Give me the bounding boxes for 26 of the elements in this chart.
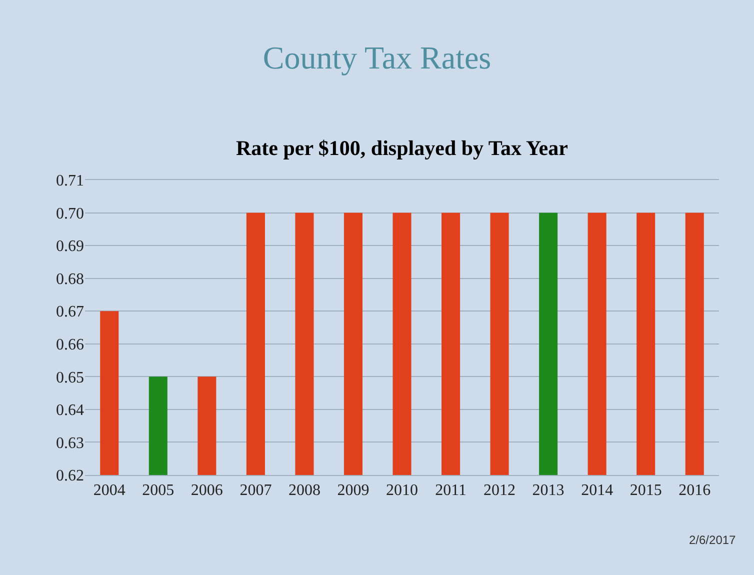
y-tick-label: 0.66 [56,336,84,354]
y-tick-label: 0.69 [56,238,84,256]
x-tick-label: 2006 [190,482,223,500]
y-tick-label: 0.62 [56,468,84,485]
x-tick-label: 2016 [678,482,711,500]
x-tick-label: 2009 [337,482,370,500]
x-tick-label: 2012 [484,482,516,500]
x-tick-label: 2014 [581,482,614,500]
y-tick-label: 0.70 [56,205,84,222]
x-tick-label: 2008 [288,482,320,500]
y-tick-label: 0.71 [56,172,84,190]
y-tick-label: 0.65 [56,369,84,386]
x-tick-label: 2010 [386,482,418,500]
x-tick-label: 2013 [532,482,564,500]
x-tick-label: 2007 [240,482,272,500]
x-tick-label: 2015 [630,482,662,500]
x-tick-label: 2011 [435,482,466,500]
y-tick-label: 0.68 [56,270,84,288]
x-tick-label: 2005 [142,482,174,500]
x-tick-label: 2004 [93,482,126,500]
chart-title: County Tax Rates [262,40,492,76]
chart-subtitle: Rate per $100, displayed by Tax Year [236,136,568,160]
text: 2/6/2017 [689,533,736,547]
y-tick-label: 0.67 [56,304,84,321]
y-tick-label: 0.63 [56,434,84,452]
y-tick-label: 0.64 [56,402,84,420]
